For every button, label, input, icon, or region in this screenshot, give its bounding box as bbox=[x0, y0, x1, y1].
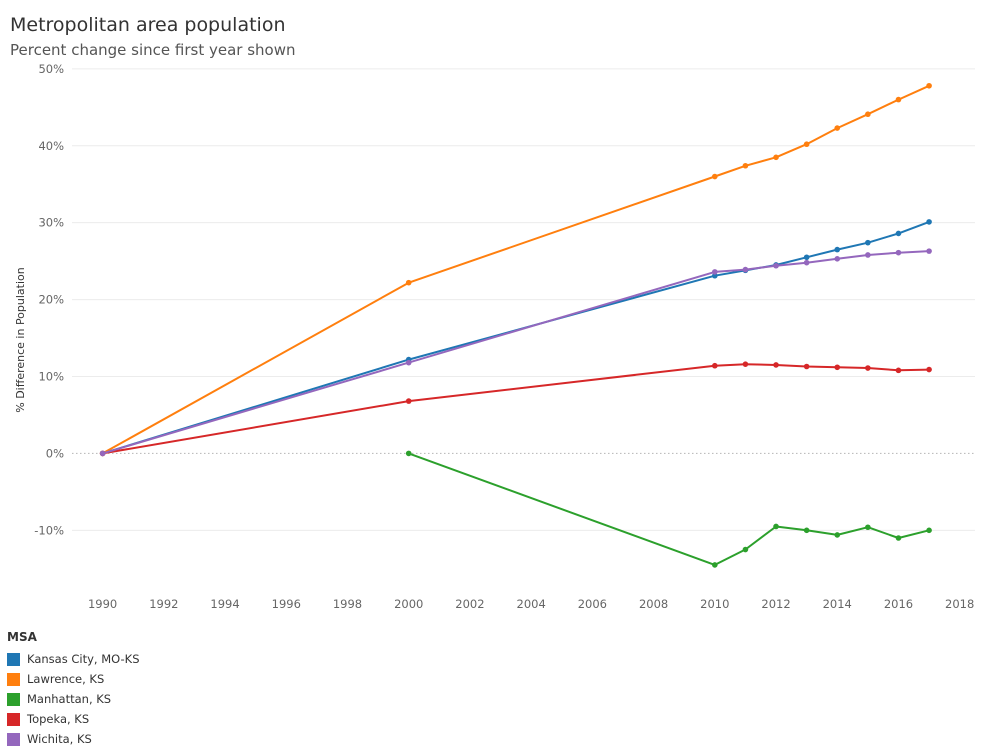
data-point[interactable] bbox=[742, 162, 749, 169]
series-line bbox=[102, 250, 930, 455]
legend-swatch bbox=[7, 692, 20, 706]
data-point[interactable] bbox=[712, 362, 718, 369]
data-point[interactable] bbox=[865, 239, 871, 246]
data-point[interactable] bbox=[865, 524, 871, 531]
data-point[interactable] bbox=[803, 254, 810, 261]
data-point[interactable] bbox=[742, 266, 749, 273]
legend-label: Lawrence, KS bbox=[27, 672, 105, 686]
data-point[interactable] bbox=[926, 219, 932, 225]
data-point[interactable] bbox=[803, 363, 810, 370]
chart-title: Metropolitan area population bbox=[10, 14, 286, 36]
x-tick-label: 2006 bbox=[578, 597, 607, 611]
data-point[interactable] bbox=[834, 246, 841, 253]
legend-label: Manhattan, KS bbox=[27, 692, 112, 706]
data-point[interactable] bbox=[834, 256, 841, 262]
line-chart: -10%0%10%20%30%40%50% 1990 1992 1994 1996 19… bbox=[14, 62, 975, 611]
y-tick-label: -10% bbox=[34, 523, 64, 537]
y-tick-label: 30% bbox=[38, 216, 64, 230]
x-tick-label: 1998 bbox=[333, 597, 362, 611]
data-point[interactable] bbox=[834, 532, 841, 538]
x-tick-label: 2000 bbox=[394, 597, 423, 611]
y-tick-label: 20% bbox=[38, 293, 64, 307]
x-tick-label: 2018 bbox=[945, 597, 974, 611]
data-point[interactable] bbox=[926, 82, 932, 89]
legend-swatch bbox=[7, 672, 20, 686]
series-lines bbox=[99, 82, 932, 568]
series-wichita-ks bbox=[99, 248, 932, 457]
x-tick-label: 2016 bbox=[884, 597, 913, 611]
data-point[interactable] bbox=[712, 562, 718, 568]
series-line bbox=[102, 84, 930, 455]
x-tick-label: 2008 bbox=[639, 597, 668, 611]
series-topeka-ks bbox=[99, 361, 932, 457]
data-point[interactable] bbox=[99, 450, 106, 457]
legend-item-topeka-ks[interactable]: Topeka, KS bbox=[7, 709, 140, 729]
series-manhattan-ks bbox=[405, 450, 932, 568]
data-point[interactable] bbox=[773, 154, 779, 161]
x-tick-label: 1992 bbox=[149, 597, 178, 611]
data-point[interactable] bbox=[865, 111, 871, 118]
data-point[interactable] bbox=[834, 364, 841, 371]
data-point[interactable] bbox=[926, 248, 932, 254]
data-point[interactable] bbox=[712, 272, 718, 279]
legend-label: Kansas City, MO-KS bbox=[27, 652, 140, 666]
data-point[interactable] bbox=[405, 450, 412, 457]
legend-label: Wichita, KS bbox=[27, 732, 92, 746]
data-point[interactable] bbox=[803, 259, 810, 266]
legend-item-kansas-city-mo-ks[interactable]: Kansas City, MO-KS bbox=[7, 649, 140, 669]
grid-lines bbox=[72, 68, 975, 531]
legend-item-manhattan-ks[interactable]: Manhattan, KS bbox=[7, 689, 140, 709]
legend-item-lawrence-ks[interactable]: Lawrence, KS bbox=[7, 669, 140, 689]
data-point[interactable] bbox=[926, 527, 932, 534]
data-point[interactable] bbox=[712, 173, 718, 180]
data-point[interactable] bbox=[405, 279, 412, 286]
legend-swatch bbox=[7, 712, 20, 726]
x-tick-label: 2014 bbox=[823, 597, 852, 611]
y-tick-label: 0% bbox=[46, 446, 64, 460]
y-axis-label: % Difference in Population bbox=[14, 267, 27, 412]
data-point[interactable] bbox=[865, 252, 871, 258]
series-kansas-city-mo-ks bbox=[99, 219, 932, 457]
data-point[interactable] bbox=[742, 546, 749, 553]
y-tick-label: 10% bbox=[38, 369, 64, 383]
data-point[interactable] bbox=[803, 527, 810, 534]
legend-item-wichita-ks[interactable]: Wichita, KS bbox=[7, 729, 140, 749]
x-tick-label: 1990 bbox=[88, 597, 117, 611]
data-point[interactable] bbox=[405, 359, 412, 366]
x-axis-ticks: 1990 1992 1994 1996 1998 2000 2002 2004 2006 2008… bbox=[88, 597, 974, 611]
data-point[interactable] bbox=[712, 269, 718, 275]
x-tick-label: 1994 bbox=[210, 597, 239, 611]
series-line bbox=[102, 363, 930, 455]
series-lawrence-ks bbox=[99, 82, 932, 457]
legend-title: MSA bbox=[7, 630, 37, 644]
y-axis-ticks: -10% 0% 10% 20% 30% 40% 50% bbox=[34, 62, 64, 537]
data-point[interactable] bbox=[895, 96, 902, 103]
series-line bbox=[408, 452, 930, 566]
chart-subtitle: Percent change since first year shown bbox=[10, 41, 296, 59]
legend: MSA Kansas City, MO-KS Lawrence, KS Manhat… bbox=[7, 630, 140, 749]
data-point[interactable] bbox=[895, 367, 902, 374]
legend-label: Topeka, KS bbox=[27, 712, 90, 726]
x-tick-label: 2012 bbox=[761, 597, 790, 611]
data-point[interactable] bbox=[773, 523, 779, 530]
y-tick-label: 40% bbox=[38, 139, 64, 153]
legend-swatch bbox=[7, 652, 20, 666]
legend-swatch bbox=[7, 732, 20, 746]
data-point[interactable] bbox=[803, 141, 810, 148]
data-point[interactable] bbox=[773, 262, 779, 269]
data-point[interactable] bbox=[405, 398, 412, 404]
data-point[interactable] bbox=[895, 249, 902, 256]
data-point[interactable] bbox=[895, 230, 902, 237]
y-tick-label: 50% bbox=[38, 62, 64, 76]
x-tick-label: 2004 bbox=[517, 597, 546, 611]
data-point[interactable] bbox=[895, 535, 902, 541]
data-point[interactable] bbox=[834, 125, 841, 131]
data-point[interactable] bbox=[773, 362, 779, 368]
x-tick-label: 2010 bbox=[700, 597, 729, 611]
data-point[interactable] bbox=[865, 365, 871, 371]
x-tick-label: 1996 bbox=[272, 597, 301, 611]
data-point[interactable] bbox=[926, 366, 932, 373]
x-tick-label: 2002 bbox=[455, 597, 484, 611]
data-point[interactable] bbox=[742, 361, 749, 367]
